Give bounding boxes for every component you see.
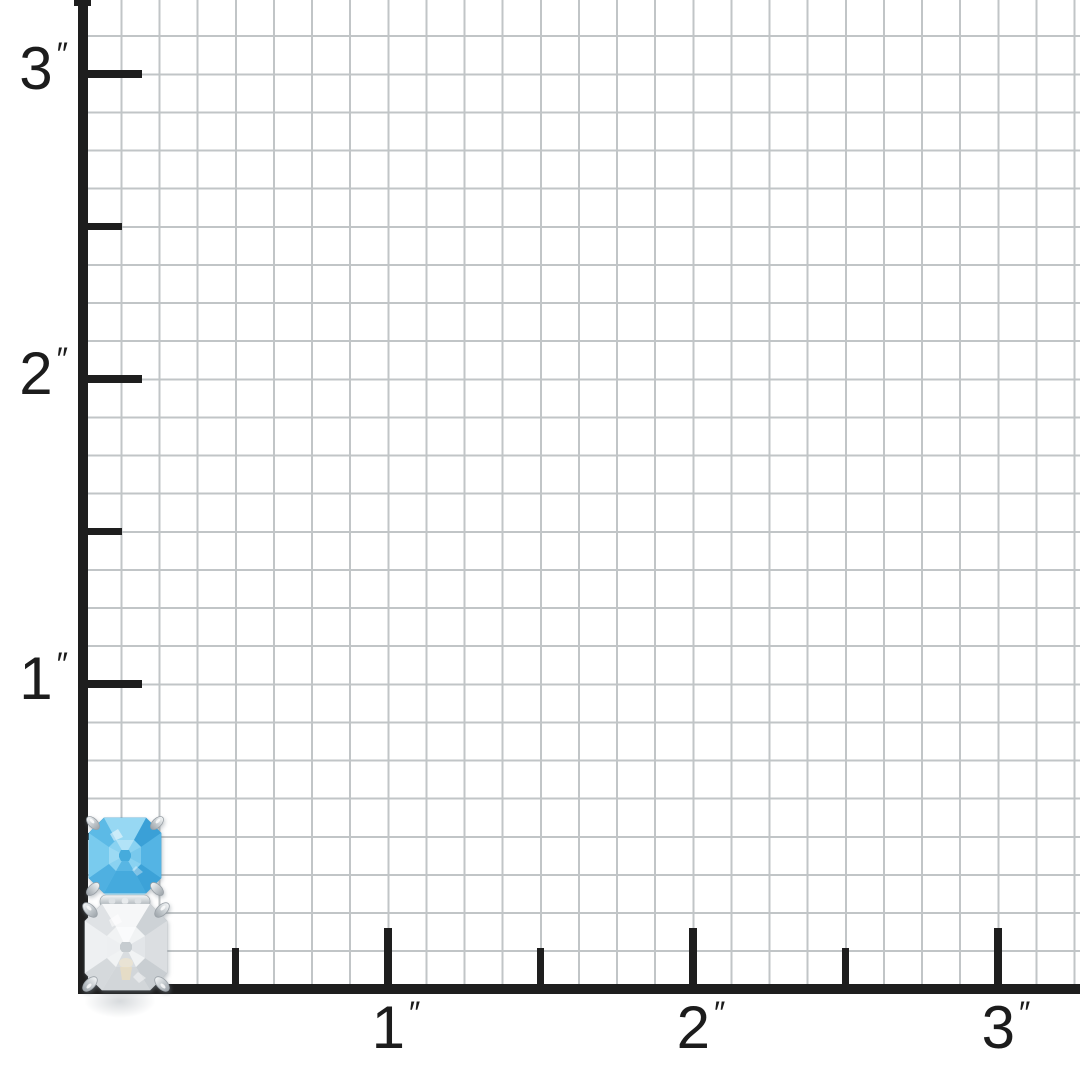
y-axis-label-3in: 3″: [19, 36, 68, 99]
label-value: 3: [19, 35, 54, 102]
x-major-tick: [994, 928, 1002, 984]
inch-mark: ″: [409, 995, 421, 1031]
x-axis-line: [78, 984, 1080, 994]
label-value: 2: [676, 994, 712, 1061]
y-axis-top-cap: [74, 0, 91, 6]
inch-mark: ″: [56, 341, 68, 377]
x-minor-tick: [537, 948, 544, 984]
y-major-tick: [88, 375, 142, 383]
inch-mark: ″: [56, 646, 68, 682]
prong-highlights: [86, 818, 166, 989]
setting-gallery: [99, 893, 151, 909]
y-minor-tick: [88, 223, 122, 230]
earring-ground-shadow: [84, 994, 156, 1018]
y-axis-label-1in: 1″: [19, 646, 68, 709]
x-axis-label-2in: 2″: [677, 995, 726, 1058]
earring-photo: [82, 816, 170, 992]
x-major-tick: [384, 928, 392, 984]
inch-mark: ″: [56, 36, 68, 72]
y-minor-tick: [88, 528, 122, 535]
label-value: 1: [371, 994, 407, 1061]
label-value: 3: [981, 994, 1017, 1061]
label-value: 2: [19, 340, 54, 407]
x-minor-tick: [842, 948, 849, 984]
inch-mark: ″: [714, 995, 726, 1031]
y-major-tick: [88, 70, 142, 78]
x-axis-label-1in: 1″: [372, 995, 421, 1058]
inch-mark: ″: [1019, 995, 1031, 1031]
label-value: 1: [19, 645, 54, 712]
y-major-tick: [88, 680, 142, 688]
x-axis-label-3in: 3″: [982, 995, 1031, 1058]
y-axis-label-2in: 2″: [19, 341, 68, 404]
white-topaz-stone: [84, 903, 168, 991]
grid-lines: [82, 0, 1080, 990]
y-axis-line: [78, 0, 88, 994]
x-minor-tick: [232, 948, 239, 984]
x-major-tick: [689, 928, 697, 984]
blue-topaz-stone: [88, 817, 162, 894]
